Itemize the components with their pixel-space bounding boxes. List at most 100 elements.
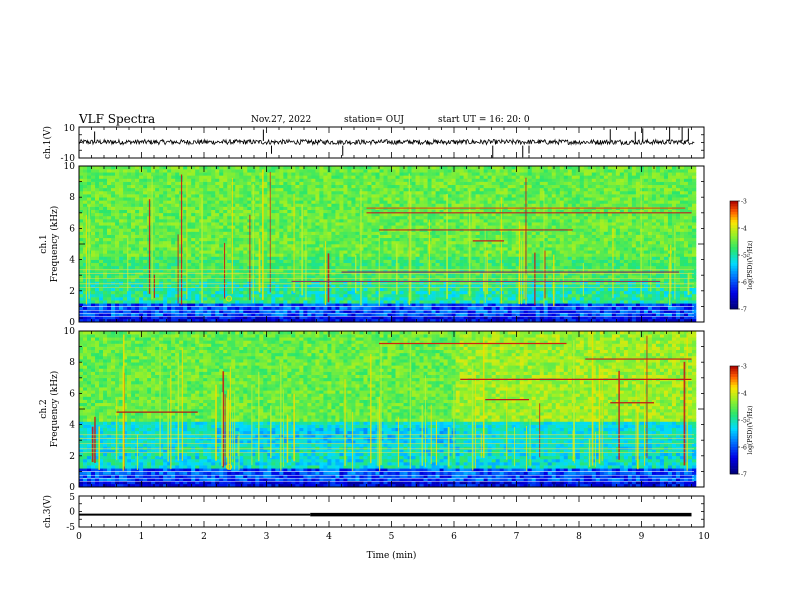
spectrogram-cell (267, 250, 272, 254)
spectrogram-cell (151, 187, 156, 192)
spectrogram-cell (219, 312, 224, 317)
spectrogram-cell (163, 200, 168, 204)
spectrogram-cell (147, 197, 152, 201)
spectrogram-cell (311, 300, 316, 304)
spectrogram-cell (291, 281, 296, 285)
spectrogram-cell (135, 268, 140, 273)
spectrogram-cell (199, 184, 204, 189)
spectrogram-cell (211, 237, 216, 242)
spectrogram-cell (151, 284, 156, 288)
spectrogram-cell (267, 225, 272, 229)
spectrogram-cell (91, 178, 96, 182)
spectrogram-cell (243, 312, 248, 317)
spectrogram-cell (323, 215, 328, 220)
spectrogram-cell (255, 200, 260, 204)
spectrogram-cell (207, 253, 212, 257)
spectrogram-cell (263, 184, 268, 189)
spectrogram-cell (175, 256, 180, 260)
spectrogram-cell (143, 306, 148, 310)
spectrogram-cell (103, 219, 108, 223)
spectrogram-cell (239, 247, 244, 251)
spectrogram-cell (367, 315, 372, 320)
spectrogram-cell (163, 244, 168, 248)
spectrogram-cell (183, 197, 188, 201)
spectrogram-cell (199, 175, 204, 179)
spectrogram-cell (79, 234, 84, 239)
spectrogram-cell (411, 237, 416, 242)
spectrogram-cell (239, 175, 244, 179)
spectrogram-cell (287, 318, 292, 323)
spectrogram-cell (395, 169, 400, 173)
spectrogram-cell (139, 187, 144, 192)
spectrogram-cell (163, 259, 168, 264)
spectrogram-cell (115, 212, 120, 217)
spectrogram-cell (355, 203, 360, 207)
spectrogram-cell (383, 253, 388, 257)
spectrogram-cell (151, 231, 156, 235)
spectrogram-cell (435, 181, 440, 186)
spectrogram-cell (443, 303, 448, 307)
spectrogram-cell (291, 166, 296, 170)
spectrogram-cell (271, 178, 276, 182)
spectrogram-cell (331, 309, 336, 313)
spectrogram-cell (267, 215, 272, 220)
spectrogram-cell (355, 184, 360, 189)
spectrogram-cell (267, 166, 272, 170)
spectrogram-cell (167, 250, 172, 254)
spectrogram-cell (91, 278, 96, 282)
spectrogram-cell (387, 312, 392, 317)
spectrogram-cell (335, 219, 340, 223)
spectrogram-cell (351, 300, 356, 304)
spectrogram-cell (215, 200, 220, 204)
spectrogram-cell (155, 262, 160, 267)
spectrogram-cell (243, 194, 248, 198)
spectrogram-cell (135, 166, 140, 170)
spectrogram-cell (363, 284, 368, 288)
spectrogram-cell (387, 219, 392, 223)
spectrogram-cell (231, 312, 236, 317)
spectrogram-cell (87, 184, 92, 189)
spectrogram-cell (431, 225, 436, 229)
spectrogram-cell (239, 228, 244, 232)
spectrogram-cell (375, 169, 380, 173)
spectrogram-cell (355, 265, 360, 270)
spectrogram-cell (403, 275, 408, 279)
spectrogram-cell (219, 284, 224, 288)
spectrogram-cell (119, 256, 124, 260)
spectrogram-cell (351, 262, 356, 267)
spectrogram-cell (111, 175, 116, 179)
spectrogram-cell (395, 237, 400, 242)
spectrogram-cell (399, 222, 404, 226)
spectrogram-cell (187, 209, 192, 214)
spectrogram-cell (179, 166, 184, 170)
spectrogram-cell (419, 212, 424, 217)
spectrogram-cell (423, 190, 428, 195)
spectrogram-cell (227, 175, 232, 179)
spectrogram-cell (171, 169, 176, 173)
spectrogram-cell (307, 228, 312, 232)
spectrogram-cell (291, 212, 296, 217)
spectrogram-cell (339, 293, 344, 298)
spectrogram-cell (119, 169, 124, 173)
spectrogram-cell (419, 287, 424, 292)
spectrogram-cell (219, 268, 224, 273)
spectrogram-cell (467, 312, 472, 317)
spectrogram-cell (439, 222, 444, 226)
spectrogram-cell (255, 244, 260, 248)
spectrogram-cell (331, 278, 336, 282)
spectrogram-cell (387, 275, 392, 279)
spectrogram-cell (451, 209, 456, 214)
spectrogram-cell (139, 225, 144, 229)
spectrogram-cell (259, 253, 264, 257)
spectrogram-cell (419, 187, 424, 192)
spectrogram-cell (83, 231, 88, 235)
spectrogram-cell (335, 297, 340, 301)
spectrogram-cell (351, 187, 356, 192)
spectrogram-cell (343, 200, 348, 204)
spectrogram-cell (455, 300, 460, 304)
spectrogram-cell (243, 175, 248, 179)
spectrogram-cell (143, 253, 148, 257)
spectrogram-cell (279, 284, 284, 288)
spectrogram-cell (103, 197, 108, 201)
spectrogram-cell (159, 209, 164, 214)
